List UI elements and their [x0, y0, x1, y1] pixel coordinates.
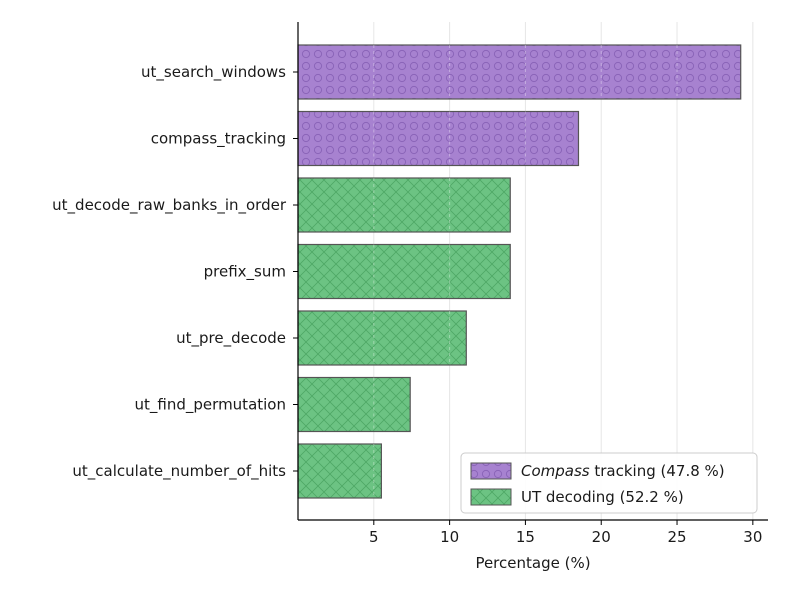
x-tick-label: 20	[592, 528, 611, 546]
grid-lines	[373, 22, 754, 520]
legend-swatch-hatch-ut	[470, 488, 512, 506]
x-tick-label: 15	[516, 528, 535, 546]
bar-hatch-compass_tracking	[297, 110, 580, 167]
category-labels: ut_search_windows compass_tracking ut_deco…	[52, 63, 298, 481]
x-axis-label: Percentage (%)	[475, 554, 590, 572]
category-label-ut_calculate_number_of_hits: ut_calculate_number_of_hits	[72, 462, 286, 481]
x-tick-label: 30	[743, 528, 762, 546]
x-tick-label: 10	[440, 528, 459, 546]
x-tick-label: 5	[369, 528, 379, 546]
x-ticks: 5 10 15 20 25 30	[369, 520, 762, 546]
bar-hatch-prefix_sum	[297, 243, 511, 300]
bar-hatch-ut_search_windows	[297, 44, 742, 100]
legend-box	[460, 452, 758, 514]
x-tick-label: 25	[667, 528, 686, 546]
legend: Compass tracking (47.8 %) UT decoding (52…	[460, 452, 758, 514]
category-label-ut_pre_decode: ut_pre_decode	[176, 329, 286, 348]
bar-hatch-ut_decode_raw_banks_in_order	[297, 177, 511, 233]
category-label-ut_search_windows: ut_search_windows	[141, 63, 286, 82]
bars	[297, 44, 742, 499]
bar-hatch-ut_pre_decode	[297, 310, 467, 366]
legend-label-compass: Compass tracking (47.8 %)	[521, 462, 725, 480]
category-label-prefix_sum: prefix_sum	[204, 263, 286, 282]
category-label-compass_tracking: compass_tracking	[151, 130, 286, 149]
category-label-ut_find_permutation: ut_find_permutation	[135, 396, 286, 415]
bar-hatch-ut_calculate_number_of_hits	[297, 443, 382, 499]
legend-label-ut: UT decoding (52.2 %)	[521, 488, 684, 506]
legend-swatch-hatch-compass	[470, 462, 512, 480]
category-label-ut_decode_raw_banks_in_order: ut_decode_raw_banks_in_order	[52, 196, 287, 215]
bar-hatch-ut_find_permutation	[297, 376, 411, 433]
